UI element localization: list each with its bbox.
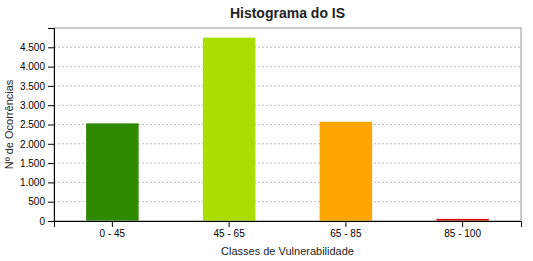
- y-tick: 2.000: [20, 139, 54, 150]
- x-tick: 65 - 85: [330, 221, 362, 239]
- y-tick-mark: [48, 202, 54, 203]
- x-tick-label: 0 - 45: [100, 228, 126, 239]
- y-tick-label: 2.500: [20, 119, 45, 130]
- bar: [320, 122, 373, 221]
- y-axis: 0 500 1.000 1.500 2.000 2.500 3.000 3.500 4.000 4…: [20, 29, 55, 227]
- y-tick: 500: [28, 196, 54, 207]
- x-tick-label: 85 - 100: [444, 228, 481, 239]
- y-tick-label: 1.500: [20, 158, 45, 169]
- y-tick-label: 500: [28, 196, 45, 207]
- y-tick-label: 4.500: [20, 42, 45, 53]
- x-tick-mark: [345, 221, 346, 227]
- y-tick-label: 2.000: [20, 139, 45, 150]
- y-tick: 3.000: [20, 100, 54, 111]
- bar: [203, 38, 256, 221]
- chart: 0 500 1.000 1.500 2.000 2.500 3.000 3.500 4.000 4…: [0, 0, 533, 261]
- y-axis-title: Nº de Ocorrências: [3, 79, 15, 169]
- y-tick-mark: [48, 125, 54, 126]
- y-tick: 1.000: [20, 177, 54, 188]
- y-tick-mark: [48, 163, 54, 164]
- y-tick: 2.500: [20, 119, 54, 130]
- y-tick-mark: [48, 182, 54, 183]
- x-tick-label: 45 - 65: [214, 228, 246, 239]
- x-axis-title: Classes de Vulnerabilidade: [221, 245, 354, 257]
- grid-line: [54, 47, 521, 48]
- x-tick-label: 65 - 85: [330, 228, 362, 239]
- plot-frame: [54, 28, 521, 221]
- y-tick-label: 3.000: [20, 100, 45, 111]
- grid-line: [54, 66, 521, 67]
- x-tick-mark: [229, 221, 230, 227]
- y-tick-mark: [48, 47, 54, 48]
- plot-area: 0 500 1.000 1.500 2.000 2.500 3.000 3.500 4.000 4…: [20, 28, 522, 239]
- x-axis-line: [55, 222, 522, 228]
- y-tick-mark: [48, 105, 54, 106]
- y-tick-label: 3.500: [20, 81, 45, 92]
- x-tick: 0 - 45: [100, 221, 126, 239]
- title: Histograma do IS: [230, 5, 345, 21]
- y-tick-label: 1.000: [20, 177, 45, 188]
- y-tick-mark: [48, 144, 54, 145]
- y-tick-mark: [48, 67, 54, 68]
- y-tick-label: 0: [39, 216, 45, 227]
- y-tick: 3.500: [20, 81, 54, 92]
- y-axis-line: [48, 29, 55, 222]
- y-tick: 1.500: [20, 158, 54, 169]
- grid-line: [54, 105, 521, 106]
- y-tick: 0: [39, 216, 54, 227]
- grid: [54, 47, 521, 221]
- y-tick-mark: [48, 86, 54, 87]
- x-tick-mark: [112, 221, 113, 227]
- x-tick: 85 - 100: [444, 221, 481, 239]
- x-tick-mark: [462, 221, 463, 227]
- bars: [86, 38, 489, 221]
- y-tick-mark: [48, 221, 54, 222]
- x-axis: 0 - 45 45 - 65 65 - 85 85 - 100: [55, 221, 522, 239]
- bar: [86, 123, 139, 221]
- grid-line: [54, 85, 521, 86]
- y-tick-label: 4.000: [20, 61, 45, 72]
- x-tick: 45 - 65: [214, 221, 246, 239]
- y-tick: 4.500: [20, 42, 54, 53]
- y-tick: 4.000: [20, 61, 54, 72]
